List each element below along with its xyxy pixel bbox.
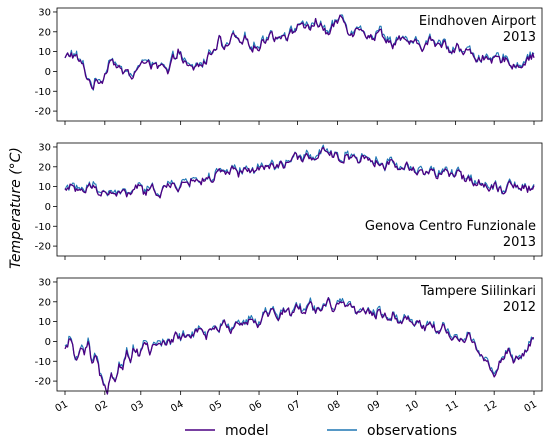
x-tick-label: 07 xyxy=(286,399,303,415)
x-tick-label: 02 xyxy=(93,399,110,415)
y-tick-label: -20 xyxy=(35,242,51,253)
legend-label-observations: observations xyxy=(367,423,457,439)
y-tick-label: -10 xyxy=(35,222,51,233)
y-tick-label: 20 xyxy=(38,27,51,38)
legend: model observations xyxy=(185,423,457,439)
y-tick-label: -20 xyxy=(35,107,51,118)
y-axis-label: Temperature (°C) xyxy=(8,147,24,269)
series-line-observations xyxy=(64,144,535,197)
x-tick-label: 11 xyxy=(444,399,461,415)
y-tick-label: 20 xyxy=(38,297,51,308)
legend-label-model: model xyxy=(225,423,269,439)
x-tick-label: 03 xyxy=(129,399,146,415)
x-tick-label: 01 xyxy=(522,399,539,415)
series-line-observations xyxy=(64,296,534,395)
x-tick-label: 04 xyxy=(169,399,186,415)
y-tick-label: 30 xyxy=(38,277,51,288)
y-tick-label: 10 xyxy=(38,317,51,328)
x-tick-label: 08 xyxy=(326,399,343,415)
y-tick-label: 0 xyxy=(45,67,51,78)
station-name: Genova Centro Funzionale xyxy=(365,219,536,234)
panel-frame xyxy=(56,142,543,257)
y-tick-label: 30 xyxy=(38,142,51,153)
y-tick-label: -10 xyxy=(35,87,51,98)
y-tick-label: 10 xyxy=(38,182,51,193)
series-line-model xyxy=(64,146,535,199)
panel-frame xyxy=(56,277,543,392)
x-tick-label: 10 xyxy=(404,399,421,415)
station-name: Tampere Siilinkari xyxy=(420,284,536,299)
station-year: 2013 xyxy=(503,235,536,250)
x-tick-label: 06 xyxy=(248,399,265,415)
y-tick-label: 0 xyxy=(45,337,51,348)
station-name: Eindhoven Airport xyxy=(419,14,536,29)
panel-3: -20 -10 0 10 20 30 01 02 03 04 05 06 07 08 09 10 11 12 01 T… xyxy=(35,277,543,415)
x-tick-label: 12 xyxy=(483,399,500,415)
panel-frame xyxy=(56,7,543,122)
series-line-model xyxy=(64,297,535,395)
x-tick-label: 05 xyxy=(208,399,225,415)
y-tick-label: 0 xyxy=(45,202,51,213)
y-tick-label: -20 xyxy=(35,377,51,388)
y-tick-label: -10 xyxy=(35,357,51,368)
y-tick-label: 10 xyxy=(38,47,51,58)
x-tick-label: 09 xyxy=(366,399,383,415)
y-tick-label: 30 xyxy=(38,7,51,18)
y-tick-label: 20 xyxy=(38,162,51,173)
panel-2: -20 -10 0 10 20 30 Genova Centro Funzionale201… xyxy=(35,142,543,260)
station-year: 2013 xyxy=(503,30,536,45)
station-year: 2012 xyxy=(503,300,536,315)
series-line-model xyxy=(64,14,535,90)
x-tick-label: 01 xyxy=(53,399,70,415)
